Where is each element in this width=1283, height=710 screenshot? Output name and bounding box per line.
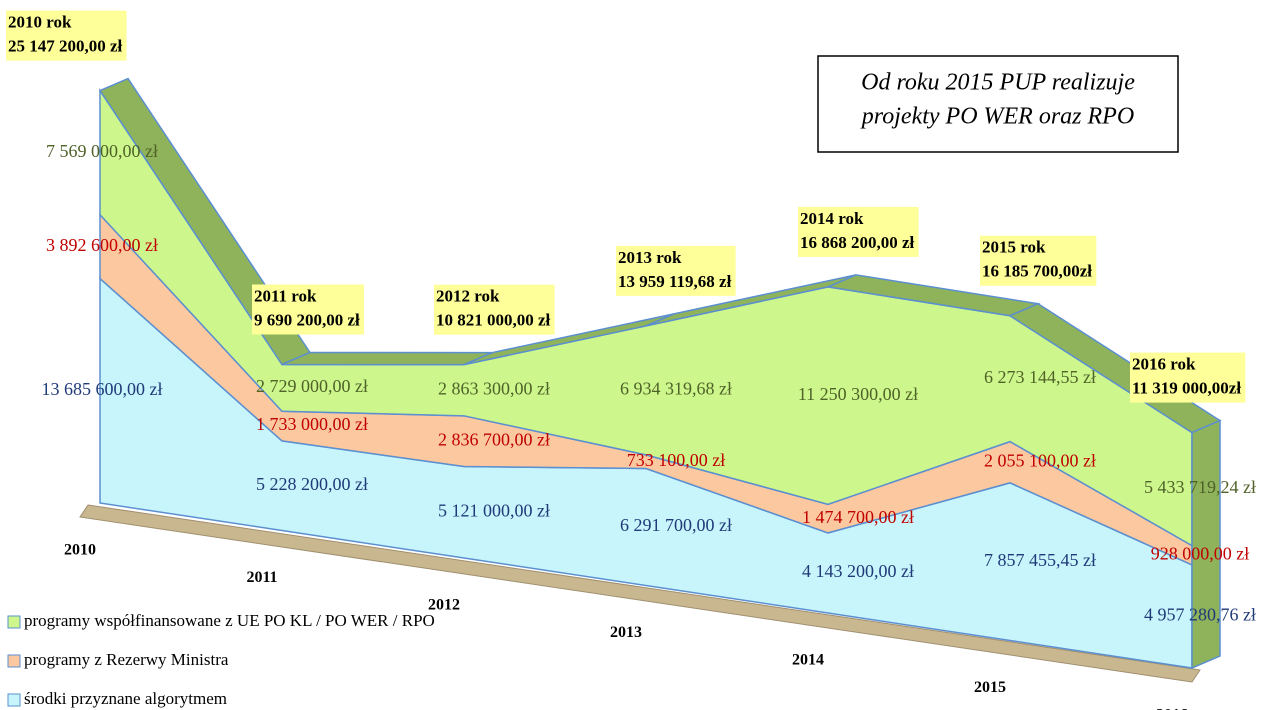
- total-year: 2010 rok: [8, 12, 72, 31]
- note-line: Od roku 2015 PUP realizuje: [861, 70, 1135, 96]
- total-box: [434, 284, 555, 335]
- x-tick-label: 2013: [610, 624, 642, 641]
- x-tick-label: 2014: [792, 652, 824, 669]
- value-label: 5 121 000,00 zł: [438, 500, 550, 520]
- total-box: [798, 206, 919, 257]
- value-label: 4 143 200,00 zł: [802, 561, 914, 581]
- value-label: 13 685 600,00 zł: [42, 379, 163, 399]
- value-label: 5 228 200,00 zł: [256, 474, 368, 494]
- total-year: 2015 rok: [982, 238, 1046, 257]
- value-label: 7 569 000,00 zł: [46, 141, 158, 161]
- total-value: 25 147 200,00 zł: [8, 36, 123, 55]
- value-label: 2 055 100,00 zł: [984, 450, 1096, 470]
- note-line: projekty PO WER oraz RPO: [860, 104, 1134, 130]
- x-tick-label: 2011: [246, 569, 277, 586]
- x-tick-label: 2012: [428, 597, 460, 614]
- value-label: 6 934 319,68 zł: [620, 378, 732, 398]
- total-value: 13 959 119,68 zł: [618, 272, 732, 291]
- legend-label: programy z Rezerwy Ministra: [24, 650, 229, 669]
- value-label: 733 100,00 zł: [627, 450, 726, 470]
- value-label: 2 863 300,00 zł: [438, 378, 550, 398]
- total-year: 2011 rok: [254, 286, 317, 305]
- value-label: 11 250 300,00 zł: [798, 384, 918, 404]
- value-label: 4 957 280,76 zł: [1144, 605, 1256, 625]
- x-tick-label: 2010: [64, 542, 96, 559]
- value-label: 7 857 455,45 zł: [984, 550, 1096, 570]
- value-label: 2 836 700,00 zł: [438, 429, 550, 449]
- note-box: [817, 55, 1179, 153]
- total-box: [6, 10, 127, 61]
- legend-swatch: [7, 693, 21, 707]
- legend-label: środki przyznane algorytmem: [24, 689, 227, 708]
- top-face: [281, 351, 493, 366]
- total-box: [616, 245, 736, 296]
- value-label: 2 729 000,00 zł: [256, 376, 368, 396]
- total-value: 9 690 200,00 zł: [254, 310, 360, 329]
- total-year: 2012 rok: [436, 287, 500, 306]
- floor: [79, 504, 1201, 683]
- total-year: 2016 rok: [1132, 354, 1196, 373]
- legend-swatch: [7, 654, 21, 668]
- legend-swatch: [7, 615, 21, 629]
- value-label: 3 892 600,00 zł: [46, 235, 158, 255]
- value-label: 6 273 144,55 zł: [984, 367, 1096, 387]
- total-value: 16 185 700,00zł: [982, 262, 1092, 281]
- total-box: [980, 235, 1097, 286]
- total-value: 16 868 200,00 zł: [800, 233, 915, 252]
- value-label: 6 291 700,00 zł: [620, 515, 732, 535]
- side-face: [1191, 419, 1221, 670]
- legend-label: programy współfinansowane z UE PO KL / P…: [24, 611, 435, 630]
- value-label: 928 000,00 zł: [1151, 543, 1250, 563]
- x-tick-label: 2015: [974, 679, 1006, 696]
- total-value: 10 821 000,00 zł: [436, 311, 551, 330]
- x-tick-label: 2016: [1156, 707, 1188, 710]
- total-year: 2013 rok: [618, 248, 682, 267]
- total-value: 11 319 000,00zł: [1132, 378, 1241, 397]
- total-box: [252, 284, 365, 335]
- value-label: 1 474 700,00 zł: [802, 507, 914, 527]
- total-year: 2014 rok: [800, 209, 864, 228]
- value-label: 1 733 000,00 zł: [256, 414, 368, 434]
- total-box: [1130, 352, 1246, 403]
- value-label: 5 433 719,24 zł: [1144, 477, 1256, 497]
